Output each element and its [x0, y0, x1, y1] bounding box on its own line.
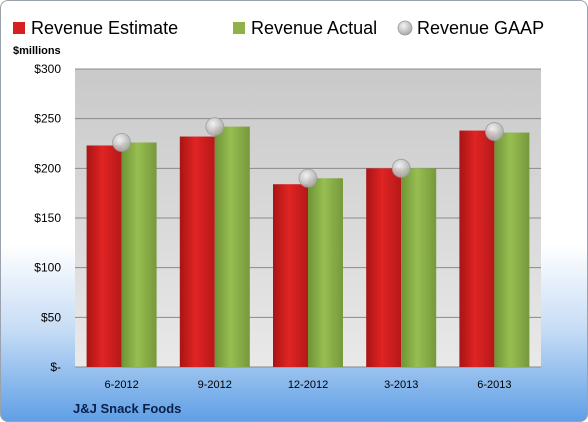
company-name: J&J Snack Foods — [73, 401, 181, 416]
marker-revenue-gaap — [484, 122, 504, 141]
bar-revenue-estimate — [86, 145, 122, 367]
bar-revenue-actual — [214, 126, 250, 367]
x-tick-label: 3-2013 — [384, 379, 418, 391]
legend-swatch — [397, 20, 413, 36]
bar-revenue-estimate — [459, 130, 495, 367]
y-tick-label: $100 — [34, 261, 61, 275]
x-tick-label: 12-2012 — [288, 379, 328, 391]
x-tick-label: 6-2012 — [104, 379, 138, 391]
bar-revenue-actual — [494, 132, 530, 367]
y-tick-label: $200 — [34, 161, 61, 175]
x-tick-label: 9-2012 — [198, 379, 232, 391]
y-tick-label: $50 — [41, 310, 61, 324]
x-tick-label: 6-2013 — [477, 379, 511, 391]
marker-revenue-gaap — [391, 158, 411, 178]
marker-revenue-gaap — [205, 117, 225, 137]
legend-swatch — [13, 22, 25, 34]
bar-revenue-estimate — [366, 168, 402, 367]
y-tick-label: $300 — [34, 62, 61, 76]
y-axis-label: $millions — [13, 45, 61, 57]
marker-revenue-gaap — [298, 168, 318, 188]
bar-revenue-actual — [121, 142, 157, 367]
bar-revenue-estimate — [273, 184, 308, 367]
y-tick-label: $- — [50, 360, 61, 374]
legend-label: Revenue GAAP — [417, 18, 544, 38]
bar-revenue-estimate — [179, 136, 215, 367]
bar-revenue-actual — [401, 168, 437, 367]
legend-label: Revenue Actual — [251, 18, 377, 38]
bar-revenue-actual — [308, 178, 343, 367]
marker-revenue-gaap — [112, 133, 131, 152]
legend-swatch — [233, 22, 245, 34]
y-tick-label: $250 — [34, 112, 61, 126]
y-tick-label: $150 — [34, 211, 61, 225]
legend-label: Revenue Estimate — [31, 18, 178, 38]
